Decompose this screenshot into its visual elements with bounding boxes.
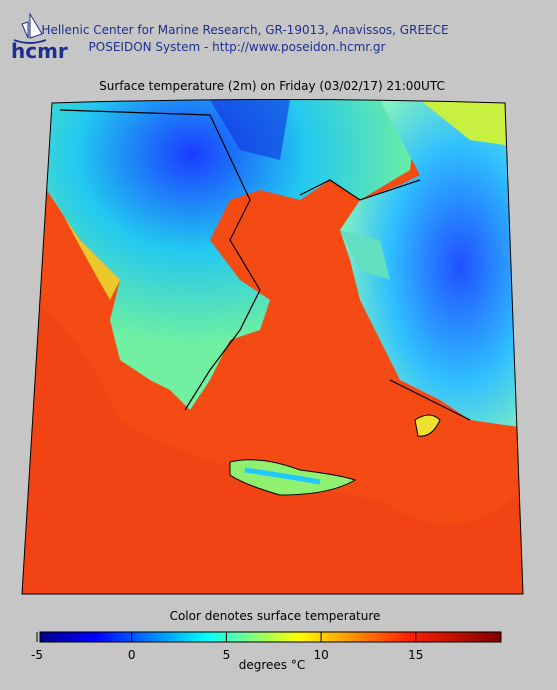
- colorbar-tick-label: -5: [31, 648, 43, 662]
- colorbar-units: degrees °C: [239, 658, 306, 672]
- colorbar-label: Color denotes surface temperature: [170, 609, 381, 623]
- logo: [13, 12, 47, 44]
- colorbar-tick-label: 5: [223, 648, 231, 662]
- header-line: Hellenic Center for Marine Research, GR-…: [41, 23, 448, 37]
- map-frame: [21, 99, 524, 595]
- colorbar: [39, 631, 502, 643]
- colorbar-tick-label: 15: [408, 648, 423, 662]
- map-title: Surface temperature (2m) on Friday (03/0…: [99, 79, 445, 93]
- colorbar-tick-label: 0: [128, 648, 136, 662]
- logo-text: hcmr: [11, 39, 68, 63]
- map: [22, 99, 523, 594]
- header-line: POSEIDON System - http://www.poseidon.hc…: [89, 40, 386, 54]
- colorbar-tick-label: 10: [313, 648, 328, 662]
